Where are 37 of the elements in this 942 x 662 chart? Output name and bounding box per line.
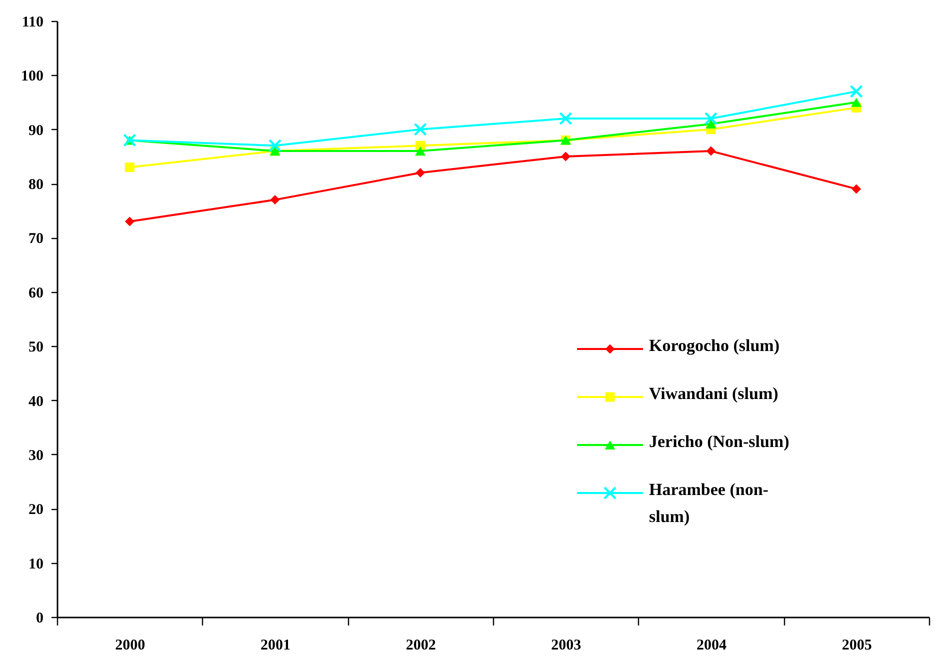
point	[124, 216, 134, 226]
point	[704, 112, 718, 126]
point	[414, 122, 427, 136]
point	[560, 152, 570, 162]
x-tick-label: 2004	[696, 638, 727, 654]
point	[559, 112, 572, 126]
y-tick-label: 70	[28, 231, 44, 248]
y-tick-label: 50	[28, 340, 44, 356]
y-tick-label: 20	[28, 502, 44, 518]
point	[852, 184, 862, 194]
y-tick-label: 110	[22, 14, 44, 30]
point	[706, 119, 716, 128]
point	[268, 139, 282, 152]
point	[850, 84, 863, 98]
legend-label: Viwandani (slum)	[649, 384, 778, 403]
point	[124, 162, 134, 172]
point	[851, 98, 862, 107]
x-tick-label: 2001	[260, 638, 290, 654]
y-tick-label: 0	[36, 610, 44, 626]
x-tick-label: 2005	[842, 638, 872, 654]
legend-label: Harambee (non-slum)	[649, 480, 769, 526]
y-tick-label: 60	[28, 285, 44, 302]
y-tick-label: 80	[28, 177, 44, 194]
y-tick-label: 10	[28, 556, 44, 572]
x-tick-label: 2003	[551, 638, 582, 654]
y-tick-label: 100	[21, 68, 44, 85]
y-tick-label: 40	[28, 394, 44, 410]
point	[416, 168, 426, 178]
x-tick-label: 2002	[406, 638, 436, 654]
point	[706, 146, 716, 156]
point	[270, 195, 280, 205]
legend-label: Jericho (Non-slum)	[649, 432, 790, 451]
y-tick-label: 90	[28, 122, 44, 139]
x-tick-label: 2000	[115, 638, 146, 654]
y-tick-label: 30	[28, 448, 44, 464]
legend-label: Korogocho (slum)	[649, 336, 780, 355]
point	[415, 146, 426, 156]
